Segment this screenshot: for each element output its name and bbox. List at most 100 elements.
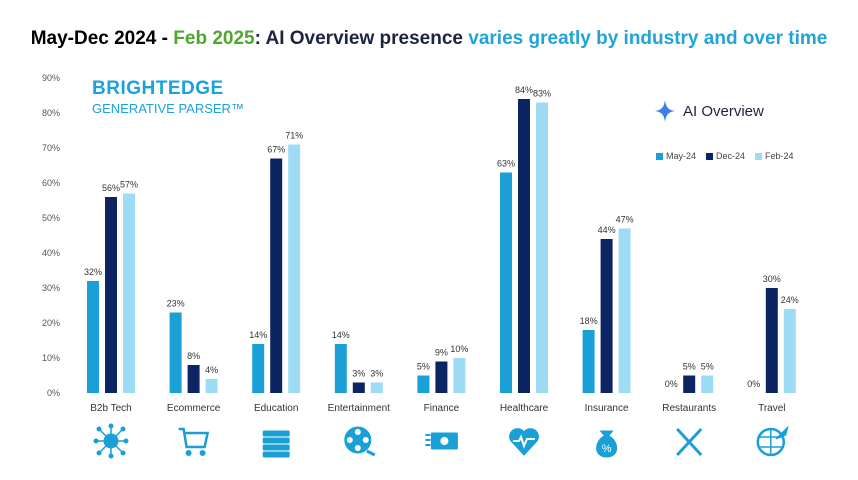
legend-item: Feb-24 [755,151,794,161]
bar-feb-24 [370,382,383,393]
bar-feb-24 [618,228,631,393]
category-label: Education [254,403,298,414]
data-label: 5% [417,362,430,372]
bar-may-24 [252,344,265,393]
data-label: 9% [435,348,448,358]
category-label: Restaurants [662,403,716,414]
bar-dec-24 [683,375,696,393]
bar-dec-24 [270,158,283,393]
bar-dec-24 [435,361,448,393]
svg-text:%: % [602,443,612,455]
data-label: 32% [84,267,102,277]
y-tick-label: 20% [42,318,60,328]
fork-knife-icon [676,427,703,457]
y-tick-label: 70% [42,143,60,153]
bar-dec-24 [352,382,365,393]
film-reel-icon [344,426,376,457]
data-label: 14% [249,330,267,340]
books-icon [262,430,290,458]
bar-dec-24 [765,288,778,393]
legend-swatch [755,152,763,160]
category-label: Finance [424,403,460,414]
title-part: May-Dec 2024 - [30,28,174,49]
y-tick-label: 40% [42,248,60,258]
category-label: B2b Tech [90,403,132,414]
money-bag-percent-icon: % [596,430,618,458]
data-label: 83% [533,89,551,99]
cloud-network-icon [93,423,129,459]
data-label: 10% [450,344,468,354]
shopping-cart-icon [178,427,210,456]
category-label: Ecommerce [167,403,221,414]
data-label: 71% [285,131,303,141]
data-label: 67% [267,145,285,155]
brightedge-logo: BRIGHTEDGE [92,78,224,99]
data-label: 44% [598,225,616,235]
category-label: Insurance [585,403,629,414]
category-label: Healthcare [500,403,549,414]
bar-feb-24 [701,375,714,393]
bar-may-24 [582,330,595,393]
category-label: Entertainment [328,403,390,414]
y-tick-label: 80% [42,108,60,118]
data-label: 5% [683,362,696,372]
data-label: 63% [497,159,515,169]
bar-may-24 [417,375,430,393]
bar-may-24 [87,281,99,393]
y-tick-label: 10% [42,353,60,363]
legend-swatch [706,152,714,160]
data-label: 3% [352,369,365,379]
bar-feb-24 [288,144,301,393]
data-label: 30% [763,274,781,284]
legend: May-24 Dec-24 Feb-24 [656,151,794,161]
data-label: 24% [781,295,799,305]
bar-may-24 [334,344,347,393]
title-part: varies greatly by industry and over time [468,28,828,49]
heart-pulse-icon [509,428,539,456]
money-icon [425,432,458,450]
bar-feb-24 [123,193,135,393]
data-label: 84% [515,85,533,95]
bar-feb-24 [536,102,548,393]
data-label: 47% [616,215,634,225]
title-part: Feb 2025 [173,28,255,49]
y-tick-label: 0% [47,388,60,398]
data-label: 8% [187,351,200,361]
globe-plane-icon [756,425,789,457]
data-label: 0% [665,379,678,389]
y-tick-label: 30% [42,283,60,293]
data-label: 3% [370,369,383,379]
bar-dec-24 [518,99,530,393]
bar-dec-24 [187,365,200,393]
ai-overview-label: AI Overview [683,102,764,120]
legend-label: May-24 [666,151,697,161]
y-tick-label: 90% [42,73,60,83]
data-label: 18% [580,316,598,326]
bar-feb-24 [453,358,466,393]
data-label: 14% [332,330,350,340]
data-label: 56% [102,183,120,193]
bar-may-24 [169,312,182,393]
data-label: 23% [167,299,185,309]
sparkle-icon [655,100,675,122]
category-label: Travel [758,403,785,414]
slide-title: May-Dec 2024 - Feb 2025: AI Overview pre… [0,28,858,50]
data-label: 57% [120,180,138,190]
bar-feb-24 [783,309,796,393]
legend-label: Feb-24 [765,151,794,161]
bar-dec-24 [600,239,613,393]
legend-item: Dec-24 [706,151,745,161]
title-part: : AI Overview presence [254,28,469,49]
y-tick-label: 60% [42,178,60,188]
y-tick-label: 50% [42,213,60,223]
data-label: 4% [205,365,218,375]
ai-overview-badge: AI Overview [655,100,764,122]
legend-label: Dec-24 [716,151,746,161]
legend-item: May-24 [656,151,696,161]
bar-feb-24 [205,379,218,393]
data-label: 0% [747,379,760,389]
bar-may-24 [500,172,512,393]
bar-dec-24 [105,197,117,393]
